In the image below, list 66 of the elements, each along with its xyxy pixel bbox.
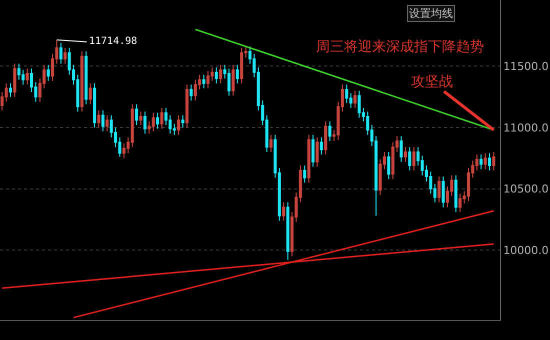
candlestick	[324, 120, 328, 155]
candlestick	[177, 114, 180, 136]
candlestick	[282, 202, 286, 222]
candlestick	[202, 74, 206, 89]
candlestick	[206, 70, 210, 89]
candlestick	[46, 64, 50, 82]
y-tick-label: 10500.0	[503, 182, 549, 196]
candlestick	[97, 110, 100, 128]
candlestick	[480, 154, 483, 170]
candlestick	[17, 63, 20, 80]
candlestick	[64, 47, 67, 64]
candlestick	[185, 84, 188, 128]
candlestick	[400, 136, 403, 162]
candlestick	[488, 152, 492, 171]
candlestick	[26, 68, 29, 86]
candlestick	[190, 84, 193, 102]
candlestick	[286, 202, 290, 260]
annotation: 周三将迎来深成指下降趋势	[316, 39, 484, 55]
candlestick	[320, 136, 323, 155]
candlestick	[312, 134, 315, 168]
candlestick	[408, 146, 412, 171]
candlestick	[240, 47, 244, 84]
candlestick	[492, 152, 496, 171]
candlestick	[307, 134, 310, 184]
candlestick	[152, 112, 155, 132]
candlestick	[438, 176, 441, 203]
y-tick-label: 11000.0	[503, 121, 549, 134]
candlestick	[227, 68, 231, 96]
candlestick	[13, 63, 16, 98]
annotation: 攻坚战	[411, 74, 453, 90]
candlestick	[316, 136, 319, 168]
candlestick	[412, 146, 416, 171]
candlestick	[101, 110, 104, 132]
candlestick	[214, 66, 218, 84]
candlestick	[84, 50, 88, 105]
y-tick-label: 10000.0	[503, 244, 549, 257]
candlestick	[328, 120, 332, 142]
candlestick	[80, 50, 84, 112]
candlestick	[269, 134, 273, 153]
annotation: 11714.98	[89, 36, 138, 47]
candlestick	[194, 79, 197, 102]
candlestick	[93, 82, 96, 128]
candlestick	[181, 114, 184, 128]
candlestick	[59, 42, 62, 64]
candlestick	[484, 152, 487, 170]
candlestick	[219, 64, 222, 84]
candlestick	[387, 152, 390, 180]
candlestick	[454, 174, 458, 213]
candlestick	[139, 111, 142, 126]
candlestick	[135, 104, 138, 126]
candlestick	[442, 176, 445, 208]
y-tick-label: 11500.0	[503, 60, 549, 74]
annotation: 设置均线	[409, 7, 453, 20]
candlestick	[232, 64, 235, 96]
candlestick	[458, 193, 462, 213]
candlestick	[236, 64, 239, 84]
candlestick	[160, 107, 164, 130]
candlestick	[88, 82, 92, 105]
candlestick	[8, 82, 12, 98]
candlestick	[404, 146, 407, 162]
candlestick	[143, 111, 146, 134]
candlestick	[303, 165, 306, 184]
candlestick	[358, 90, 361, 118]
candlestick	[354, 90, 357, 108]
candlestick	[106, 114, 109, 132]
candlestick	[156, 112, 160, 130]
